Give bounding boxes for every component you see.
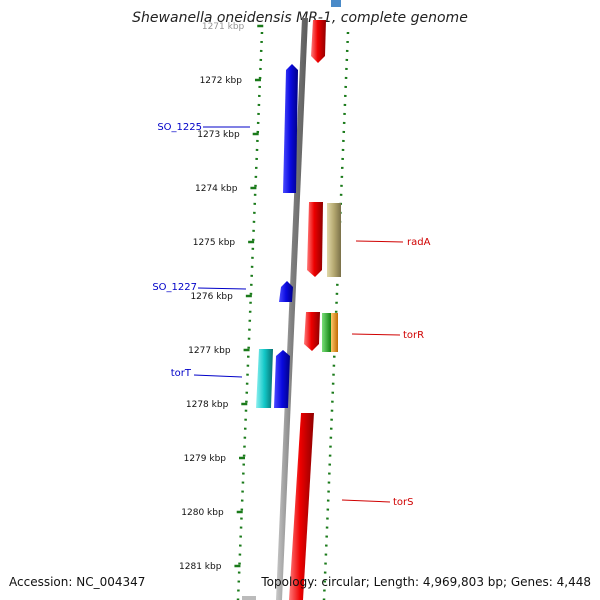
genome-title: Shewanella oneidensis MR-1, complete gen…	[132, 10, 468, 26]
kbp-tick-label: 1271 kbp	[202, 22, 245, 32]
gene-adjacent-tort-arrow	[274, 350, 290, 408]
kbp-tick-label: 1274 kbp	[195, 184, 238, 194]
gene-torr-orange	[331, 313, 338, 352]
label-connectors	[193, 126, 404, 503]
tort-connector	[193, 374, 243, 378]
so-1227-connector	[197, 287, 247, 290]
kbp-tick-label: 1276 kbp	[190, 292, 233, 302]
gene-torr-green	[322, 313, 331, 352]
label-so-1227: SO_1227	[152, 282, 197, 293]
genome-summary-label: Topology: circular; Length: 4,969,803 bp…	[261, 575, 591, 589]
outer-track-left-border	[236, 31, 264, 600]
gene-so-1225-arrow	[283, 64, 298, 193]
gene-top-red-arrow	[311, 20, 326, 63]
kbp-tick-label: 1275 kbp	[193, 238, 236, 248]
tors-connector	[341, 499, 391, 503]
rada-connector	[355, 240, 404, 243]
gene-so-1227-arrow	[279, 281, 293, 302]
gene-top-blue-fragment	[331, 0, 341, 7]
accession-label: Accession: NC_004347	[9, 575, 146, 589]
gene-rada-khaki	[327, 203, 341, 277]
forward-strand-features	[256, 64, 298, 408]
label-so-1225: SO_1225	[157, 122, 202, 133]
reverse-strand-features	[289, 0, 341, 600]
genome-backbone	[276, 18, 308, 600]
label-torr: torR	[403, 330, 424, 341]
kbp-tick-label: 1272 kbp	[200, 76, 243, 86]
backbone-base-stub	[242, 596, 256, 600]
gene-tors-red-arrow	[289, 413, 314, 600]
torr-connector	[351, 333, 401, 336]
gene-rada-red-arrow	[307, 202, 323, 277]
kbp-tick-label: 1273 kbp	[197, 130, 240, 140]
label-tort: torT	[171, 368, 192, 379]
gene-torr-red-arrow	[304, 312, 320, 351]
kbp-tick-label: 1278 kbp	[186, 400, 229, 410]
gene-tort-arrow	[256, 349, 273, 408]
kbp-tick-label: 1279 kbp	[184, 454, 227, 464]
kbp-tick-label: 1280 kbp	[181, 508, 224, 518]
kbp-tick-group: 1271 kbp 1272 kbp 1273 kbp 1274 kbp 1275 kbp…	[179, 22, 264, 572]
label-tors: torS	[393, 497, 414, 508]
label-rada: radA	[407, 237, 431, 248]
kbp-tick-label: 1277 kbp	[188, 346, 231, 356]
kbp-tick-label: 1281 kbp	[179, 562, 222, 572]
